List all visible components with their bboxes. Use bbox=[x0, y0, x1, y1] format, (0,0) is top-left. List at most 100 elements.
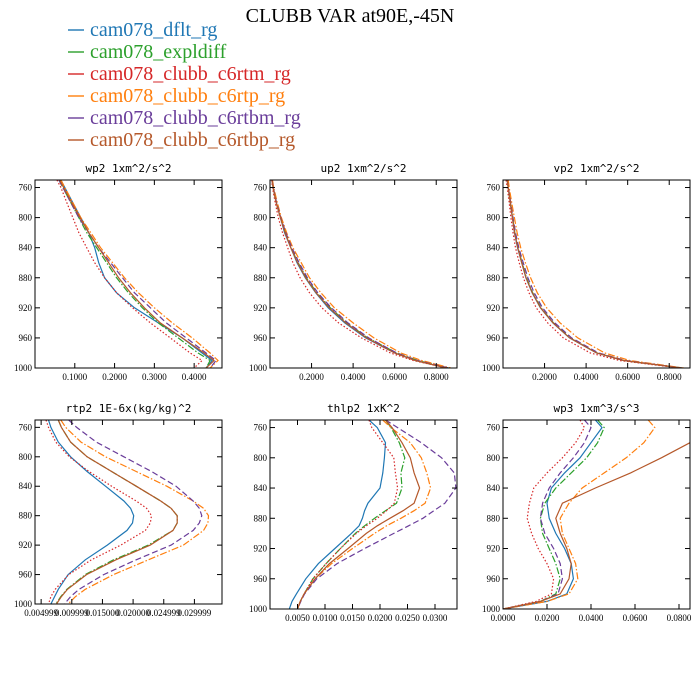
series-line-6 bbox=[55, 420, 178, 604]
series-line-6 bbox=[59, 180, 215, 368]
x-tick-label: 0.2000 bbox=[102, 372, 127, 382]
series-line-3 bbox=[296, 420, 399, 609]
plot-frame bbox=[502, 419, 691, 610]
y-tick-label: 800 bbox=[487, 453, 501, 463]
y-tick-label: 960 bbox=[19, 333, 33, 343]
x-tick-label: 0.4000 bbox=[182, 372, 207, 382]
y-tick-label: 1000 bbox=[14, 599, 33, 609]
series-line-6 bbox=[503, 441, 690, 609]
series-line-5 bbox=[503, 420, 592, 609]
y-tick-label: 920 bbox=[254, 303, 268, 313]
series-line-2 bbox=[506, 180, 682, 368]
x-tick-label: 0.6000 bbox=[382, 372, 407, 382]
y-tick-label: 760 bbox=[19, 422, 33, 432]
y-tick-label: 880 bbox=[19, 273, 33, 283]
chart-panel-1: wp2 1xm^2/s^2 760 800 840 880 920 960 1000 0.100… bbox=[14, 162, 223, 382]
series-line-5 bbox=[63, 420, 203, 604]
panel-title: rtp2 1E-6x(kg/kg)^2 bbox=[66, 402, 192, 415]
chart-panels: wp2 1xm^2/s^2 760 800 840 880 920 960 1000 0.100… bbox=[14, 162, 692, 623]
series-line-3 bbox=[56, 180, 204, 368]
y-tick-label: 960 bbox=[254, 574, 268, 584]
series-line-4 bbox=[271, 180, 451, 368]
x-tick-label: 0.4000 bbox=[574, 372, 599, 382]
y-tick-label: 960 bbox=[19, 570, 33, 580]
legend-label-4: cam078_clubb_c6rtp_rg bbox=[90, 85, 285, 107]
y-tick-label: 1000 bbox=[482, 363, 501, 373]
series-group bbox=[45, 420, 210, 604]
y-tick-label: 920 bbox=[254, 544, 268, 554]
x-tick-label: 0.029999 bbox=[178, 608, 212, 618]
x-tick-label: 0.0100 bbox=[313, 613, 338, 623]
x-tick-label: 0.1000 bbox=[62, 372, 87, 382]
panel-title: thlp2 1xK^2 bbox=[327, 402, 400, 415]
x-tick-label: 0.024999 bbox=[147, 608, 181, 618]
series-line-2 bbox=[55, 420, 178, 604]
series-line-3 bbox=[505, 180, 680, 368]
series-line-5 bbox=[296, 420, 457, 609]
y-tick-label: 760 bbox=[487, 423, 501, 433]
y-tick-label: 1000 bbox=[249, 604, 268, 614]
series-group bbox=[271, 180, 451, 368]
series-line-2 bbox=[503, 420, 605, 609]
y-tick-label: 760 bbox=[19, 183, 33, 193]
x-tick-label: 0.004999 bbox=[24, 608, 58, 618]
plot-frame bbox=[269, 419, 458, 610]
y-tick-label: 920 bbox=[19, 540, 33, 550]
y-tick-label: 800 bbox=[254, 453, 268, 463]
series-line-1 bbox=[47, 420, 135, 604]
series-group bbox=[505, 180, 684, 368]
y-tick-label: 760 bbox=[487, 183, 501, 193]
y-tick-label: 1000 bbox=[482, 604, 501, 614]
y-tick-label: 840 bbox=[487, 243, 501, 253]
y-tick-label: 840 bbox=[19, 243, 33, 253]
figure-title: CLUBB VAR at90E,-45N bbox=[246, 5, 455, 27]
legend-label-6: cam078_clubb_c6rtbp_rg bbox=[90, 129, 295, 151]
series-line-4 bbox=[503, 420, 656, 609]
x-tick-label: 0.0800 bbox=[667, 613, 692, 623]
y-tick-label: 840 bbox=[254, 243, 268, 253]
y-tick-label: 960 bbox=[487, 333, 501, 343]
series-line-2 bbox=[58, 180, 211, 368]
x-tick-label: 0.0050 bbox=[285, 613, 310, 623]
y-tick-label: 800 bbox=[19, 452, 33, 462]
x-tick-label: 0.0400 bbox=[579, 613, 604, 623]
x-tick-label: 0.2000 bbox=[299, 372, 324, 382]
series-line-6 bbox=[271, 180, 447, 368]
series-group bbox=[503, 420, 690, 609]
plot-frame bbox=[502, 179, 691, 369]
panel-title: wp3 1xm^3/s^3 bbox=[553, 402, 639, 415]
panel-title: up2 1xm^2/s^2 bbox=[320, 162, 406, 175]
legend-label-1: cam078_dflt_rg bbox=[90, 19, 217, 41]
panel-title: wp2 1xm^2/s^2 bbox=[85, 162, 171, 175]
y-tick-label: 960 bbox=[254, 333, 268, 343]
y-tick-label: 920 bbox=[487, 544, 501, 554]
x-tick-label: 0.3000 bbox=[142, 372, 167, 382]
series-line-4 bbox=[507, 180, 684, 368]
chart-panel-6: wp3 1xm^3/s^3 760 800 840 880 920 960 10000.000… bbox=[482, 402, 692, 623]
x-tick-label: 0.8000 bbox=[424, 372, 449, 382]
x-tick-label: 0.0600 bbox=[623, 613, 648, 623]
series-line-4 bbox=[60, 180, 219, 368]
series-line-6 bbox=[296, 420, 421, 609]
series-line-1 bbox=[503, 420, 603, 609]
x-tick-label: 0.6000 bbox=[615, 372, 640, 382]
x-tick-label: 0.2000 bbox=[532, 372, 557, 382]
y-tick-label: 880 bbox=[487, 513, 501, 523]
x-tick-label: 0.0200 bbox=[368, 613, 393, 623]
x-tick-label: 0.0000 bbox=[491, 613, 516, 623]
x-tick-label: 0.4000 bbox=[341, 372, 366, 382]
y-tick-label: 880 bbox=[487, 273, 501, 283]
series-line-1 bbox=[506, 180, 682, 368]
y-tick-label: 920 bbox=[19, 303, 33, 313]
y-tick-label: 840 bbox=[254, 483, 268, 493]
legend-label-3: cam078_clubb_c6rtm_rg bbox=[90, 63, 291, 85]
chart-panel-2: up2 1xm^2/s^2 760 800 840 880 920 960 1000 0.200… bbox=[249, 162, 458, 382]
plot-frame bbox=[269, 179, 458, 369]
y-tick-label: 840 bbox=[487, 483, 501, 493]
series-line-2 bbox=[296, 420, 406, 609]
y-tick-label: 1000 bbox=[14, 363, 33, 373]
panel-title: vp2 1xm^2/s^2 bbox=[553, 162, 639, 175]
x-tick-label: 0.0150 bbox=[340, 613, 365, 623]
legend: cam078_dflt_rgcam078_expldiffcam078_club… bbox=[68, 19, 301, 151]
